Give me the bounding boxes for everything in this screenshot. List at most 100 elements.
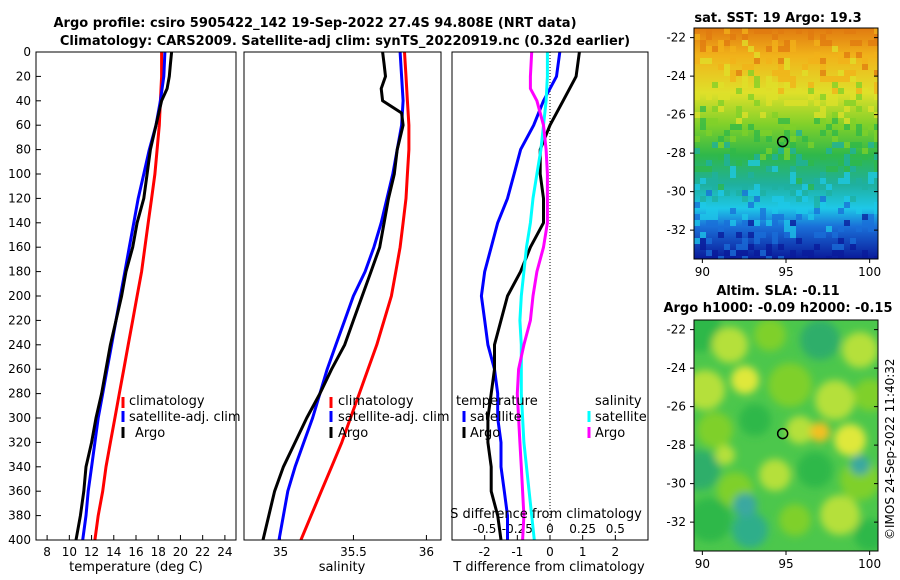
- sst-cell: [712, 220, 718, 226]
- x2-tick-label: 0.5: [606, 522, 625, 536]
- sst-cell: [724, 70, 730, 76]
- sst-cell: [718, 184, 724, 190]
- sst-cell: [832, 232, 838, 238]
- sst-cell: [706, 118, 712, 124]
- sst-cell: [790, 100, 796, 106]
- sst-cell: [814, 112, 820, 118]
- sst-cell: [790, 250, 796, 256]
- sst-cell: [760, 154, 766, 160]
- sst-cell: [766, 28, 772, 34]
- sst-cell: [766, 256, 772, 259]
- sst-cell: [832, 142, 838, 148]
- temperature-axis-ticks: 8 10 12 14 16 18 20 22 24: [43, 535, 233, 559]
- lat-tick-label: -28: [666, 146, 686, 160]
- sst-cell: [736, 250, 742, 256]
- sst-cell: [754, 184, 760, 190]
- x-tick-label: 18: [151, 545, 166, 559]
- sst-cell: [742, 214, 748, 220]
- sst-cell: [736, 70, 742, 76]
- sst-cell: [736, 232, 742, 238]
- sst-cell: [784, 148, 790, 154]
- sst-cell: [718, 256, 724, 259]
- sst-cell: [820, 232, 826, 238]
- sst-cell: [706, 250, 712, 256]
- sla-blob: [694, 450, 720, 490]
- sla-blob: [712, 327, 748, 363]
- sst-cell: [754, 82, 760, 88]
- sst-cell: [724, 28, 730, 34]
- sst-cell: [736, 88, 742, 94]
- sst-cell: [814, 196, 820, 202]
- x-tick-label: 12: [84, 545, 99, 559]
- sst-cell: [772, 34, 778, 40]
- y-tick-label: 220: [8, 313, 31, 327]
- sst-cell: [700, 118, 706, 124]
- x-tick-label: 10: [62, 545, 77, 559]
- lat-tick-label: -26: [666, 400, 686, 414]
- sst-cell: [814, 208, 820, 214]
- sst-cell: [850, 124, 856, 130]
- sst-cell: [838, 112, 844, 118]
- sst-cell: [826, 94, 832, 100]
- sla-map-title-line1: Altim. SLA: -0.11: [716, 284, 839, 299]
- sst-cell: [850, 28, 856, 34]
- sst-cell: [862, 154, 868, 160]
- sst-cell: [700, 46, 706, 52]
- sst-cell: [874, 28, 878, 34]
- sst-cell: [772, 88, 778, 94]
- sst-map-title: sat. SST: 19 Argo: 19.3: [694, 11, 861, 26]
- sst-cell: [820, 106, 826, 112]
- sst-cell: [790, 256, 796, 259]
- sst-cell: [700, 232, 706, 238]
- sst-cell: [712, 256, 718, 259]
- sst-cell: [814, 40, 820, 46]
- sst-cell: [706, 208, 712, 214]
- sst-cell: [742, 184, 748, 190]
- sst-cell: [766, 82, 772, 88]
- lon-tick-label: 95: [778, 265, 793, 279]
- sst-cell: [784, 130, 790, 136]
- sst-cell: [742, 190, 748, 196]
- legend-label-s-argo: Argo: [595, 426, 625, 441]
- sst-cell: [868, 40, 874, 46]
- x-tick-label: 0: [546, 545, 554, 559]
- sst-cell: [778, 148, 784, 154]
- sst-cell: [778, 142, 784, 148]
- sst-cell: [820, 58, 826, 64]
- sst-cell: [694, 214, 700, 220]
- sst-cell: [832, 46, 838, 52]
- sst-cell: [706, 130, 712, 136]
- sst-cell: [808, 34, 814, 40]
- y-tick-label: 340: [8, 460, 31, 474]
- sla-blob: [834, 424, 866, 456]
- sla-texture: [694, 320, 878, 551]
- sst-cell: [874, 202, 878, 208]
- lon-tick-label: 100: [858, 557, 881, 571]
- sst-cell: [754, 88, 760, 94]
- sst-cell: [706, 214, 712, 220]
- sst-cell: [844, 202, 850, 208]
- sst-cell: [838, 160, 844, 166]
- temperature-legend: climatology satellite-adj. clim Argo: [121, 394, 241, 441]
- series-line-s-argo: [515, 52, 549, 540]
- series-line-climatology: [299, 52, 411, 540]
- sst-cell: [772, 184, 778, 190]
- sst-cell: [802, 184, 808, 190]
- salinity-panel: 35 35.5 36 salinity climatology satellite-…: [243, 51, 450, 575]
- sst-cell: [742, 256, 748, 259]
- sst-cell: [844, 124, 850, 130]
- sla-blob: [754, 320, 786, 351]
- sst-cell: [802, 100, 808, 106]
- sst-cell: [790, 40, 796, 46]
- sst-cell: [766, 220, 772, 226]
- sst-cell: [820, 202, 826, 208]
- sst-cell: [736, 190, 742, 196]
- legend-label-t-argo: Argo: [470, 426, 500, 441]
- sst-cell: [826, 190, 832, 196]
- sst-cell: [748, 232, 754, 238]
- sst-cell: [766, 46, 772, 52]
- sst-cell: [778, 118, 784, 124]
- sst-cell: [790, 232, 796, 238]
- sst-cell: [856, 40, 862, 46]
- sst-cell: [760, 88, 766, 94]
